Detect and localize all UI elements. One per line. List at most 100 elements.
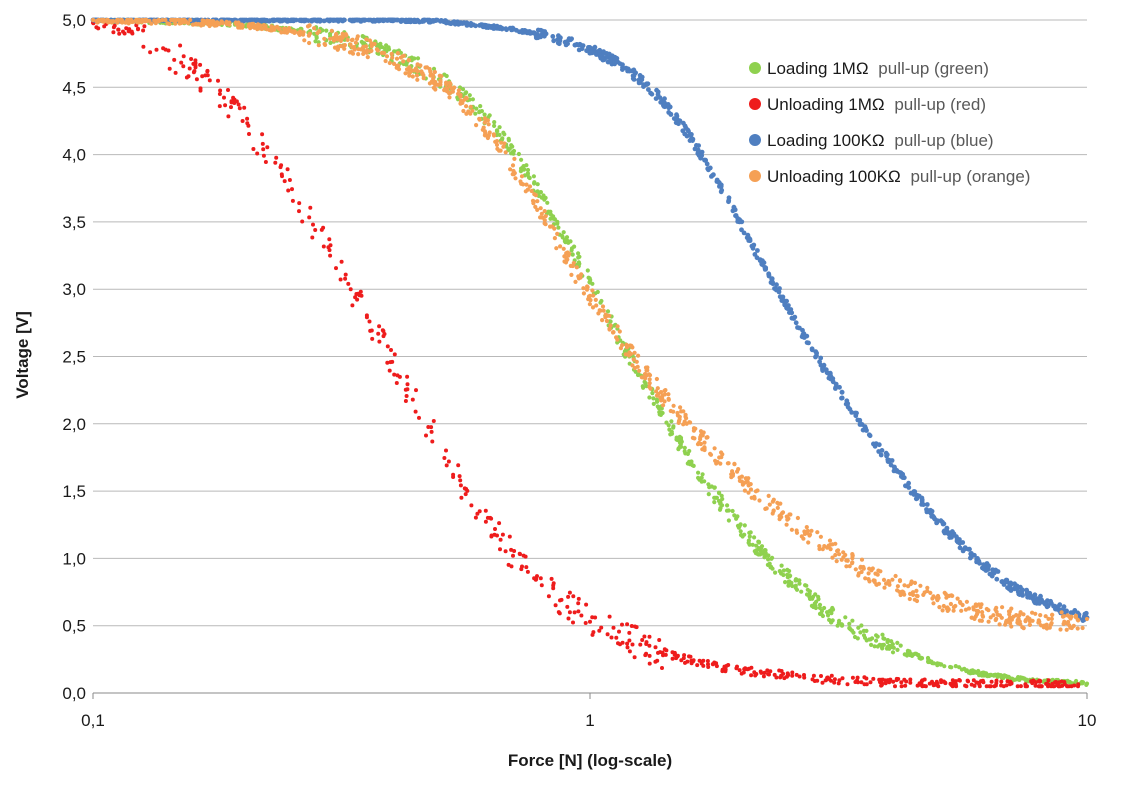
- data-point: [217, 104, 222, 109]
- data-point: [940, 608, 945, 613]
- data-point: [720, 669, 725, 674]
- data-point: [464, 95, 469, 100]
- data-point: [112, 23, 117, 28]
- data-point: [639, 375, 644, 380]
- data-point: [941, 603, 946, 609]
- data-point: [564, 251, 569, 256]
- data-point: [617, 329, 622, 334]
- data-point: [682, 653, 687, 658]
- data-point: [737, 478, 743, 483]
- data-point: [1028, 618, 1033, 623]
- data-point: [666, 396, 671, 401]
- data-point: [767, 672, 771, 677]
- data-point: [677, 414, 682, 419]
- data-point: [410, 397, 415, 402]
- data-point: [525, 167, 531, 173]
- data-point: [965, 678, 970, 683]
- data-point: [497, 125, 502, 130]
- legend-detail-unloading-1m: pull-up (red): [894, 95, 986, 114]
- data-point: [1061, 604, 1067, 610]
- data-point: [931, 515, 937, 521]
- data-point: [852, 634, 858, 640]
- data-point: [825, 613, 831, 618]
- data-point: [757, 498, 762, 503]
- data-point: [507, 534, 512, 539]
- data-point: [620, 343, 625, 348]
- data-point: [588, 46, 594, 51]
- data-point: [189, 57, 194, 61]
- data-point: [612, 323, 617, 328]
- data-point: [1047, 625, 1052, 630]
- data-point: [557, 38, 563, 43]
- data-point: [859, 569, 864, 575]
- data-point: [1057, 680, 1062, 685]
- data-point: [353, 40, 358, 45]
- data-point: [944, 595, 949, 600]
- data-point: [816, 597, 821, 602]
- data-point: [178, 43, 183, 48]
- data-point: [385, 360, 390, 365]
- data-point: [645, 368, 650, 373]
- svg-text:Loading 1MΩ pull-up (g: Loading 1MΩ pull-up (green): [767, 59, 989, 78]
- data-point: [726, 518, 732, 523]
- data-point: [970, 668, 975, 673]
- data-point: [567, 590, 572, 595]
- data-point: [875, 572, 880, 577]
- data-point: [706, 492, 711, 497]
- data-point: [977, 560, 982, 566]
- data-point: [817, 605, 823, 611]
- data-point: [523, 554, 528, 559]
- data-point: [1033, 611, 1038, 616]
- data-point: [895, 588, 900, 593]
- data-point: [444, 86, 449, 91]
- data-point: [166, 48, 171, 53]
- data-point: [1023, 619, 1028, 624]
- data-point: [555, 231, 560, 236]
- data-point: [839, 389, 845, 395]
- data-point: [806, 340, 811, 346]
- data-point: [803, 583, 808, 588]
- data-point: [359, 293, 364, 298]
- data-point: [509, 547, 514, 552]
- data-point: [811, 673, 816, 678]
- data-point: [562, 259, 567, 264]
- data-point: [474, 123, 479, 128]
- data-point: [957, 545, 963, 551]
- data-point: [712, 446, 717, 451]
- data-point: [331, 38, 337, 43]
- data-point: [561, 246, 566, 251]
- data-point: [801, 335, 807, 340]
- data-point: [1029, 679, 1034, 684]
- data-point: [359, 39, 364, 45]
- data-point: [354, 17, 360, 23]
- data-point: [746, 490, 751, 495]
- data-point: [376, 18, 382, 24]
- data-point: [456, 91, 461, 96]
- data-point: [725, 461, 731, 466]
- data-point: [730, 473, 736, 478]
- data-point: [297, 18, 303, 23]
- data-point: [335, 35, 340, 40]
- data-point: [953, 679, 958, 684]
- data-point: [898, 592, 903, 598]
- data-point: [949, 593, 954, 598]
- data-point: [908, 581, 913, 587]
- data-point: [1017, 589, 1023, 595]
- data-point: [497, 25, 503, 30]
- data-point: [359, 47, 364, 52]
- data-point: [877, 677, 882, 682]
- data-point: [754, 549, 759, 555]
- data-point: [574, 265, 579, 270]
- data-point: [120, 18, 125, 23]
- data-point: [663, 652, 668, 657]
- data-point: [473, 111, 478, 116]
- data-point: [995, 612, 1000, 617]
- data-point: [1044, 622, 1049, 627]
- data-point: [880, 677, 885, 682]
- data-point: [482, 120, 487, 125]
- data-point: [321, 225, 326, 230]
- data-point: [148, 50, 153, 55]
- data-point: [1046, 684, 1050, 689]
- data-point: [805, 528, 810, 534]
- data-point: [327, 248, 332, 253]
